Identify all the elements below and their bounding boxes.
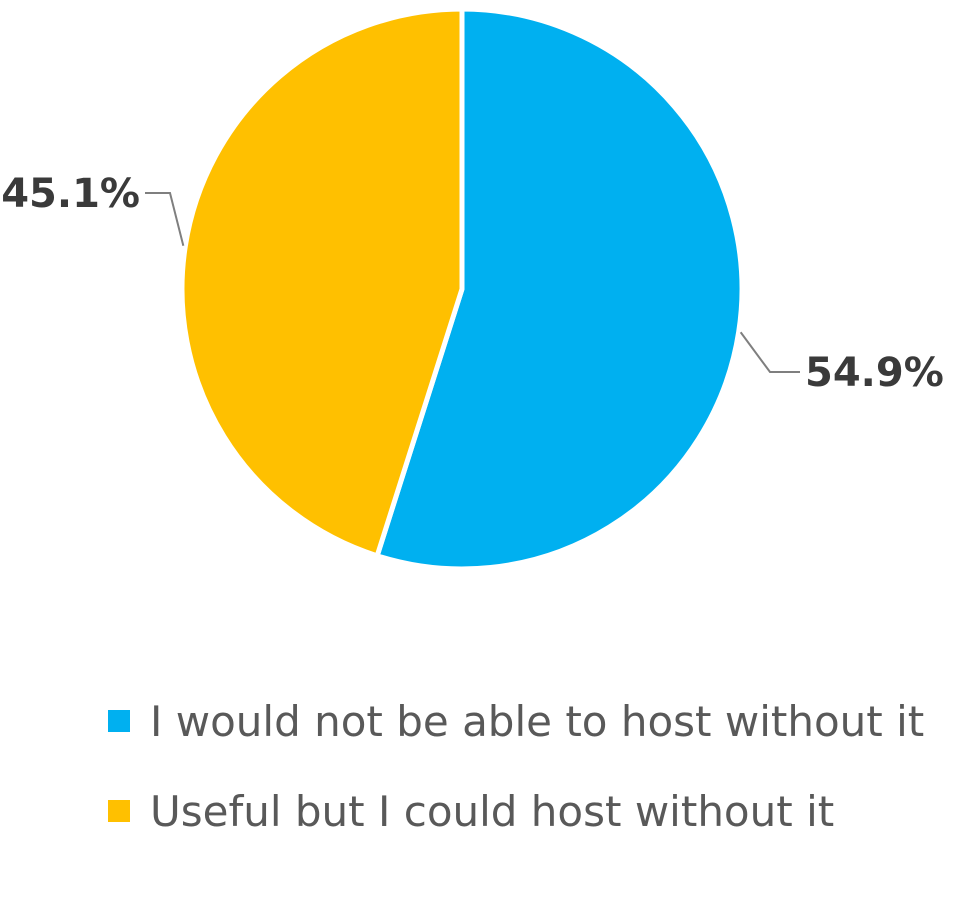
legend-item-useful: Useful but I could host without it xyxy=(108,780,938,844)
chart-legend: I would not be able to host without it U… xyxy=(108,690,938,870)
legend-label-not-able: I would not be able to host without it xyxy=(150,697,925,746)
pie-chart-svg: 54.9% 45.1% xyxy=(1,6,944,572)
data-label-useful: 45.1% xyxy=(1,171,140,217)
legend-label-useful: Useful but I could host without it xyxy=(150,787,835,836)
leader-line-not-able xyxy=(739,331,800,373)
legend-item-not-able: I would not be able to host without it xyxy=(108,690,938,754)
leader-line-useful xyxy=(145,192,185,247)
pie-slice-not-able xyxy=(374,6,745,572)
legend-swatch-yellow xyxy=(108,800,130,822)
pie-slice-useful xyxy=(179,6,465,559)
legend-swatch-blue xyxy=(108,710,130,732)
data-label-not-able: 54.9% xyxy=(805,350,944,396)
